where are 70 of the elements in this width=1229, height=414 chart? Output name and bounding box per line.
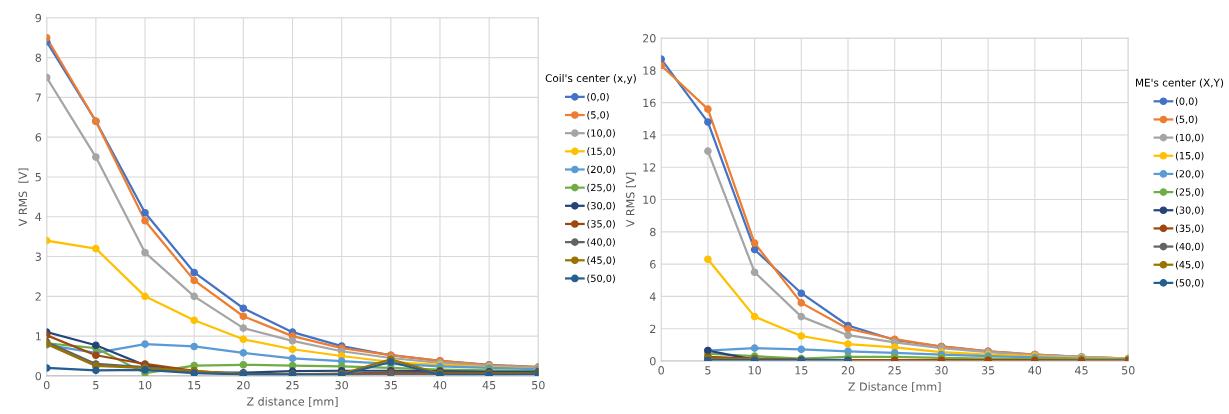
x-tick-label: 20 — [841, 366, 855, 375]
x-tick-label: 50 — [1122, 366, 1135, 375]
x-tick-label: 15 — [795, 366, 808, 375]
legend-title: ME's center (X,Y) — [1136, 78, 1224, 88]
legend-label: (20,0) — [1175, 169, 1204, 179]
y-tick-label: 2 — [35, 292, 41, 301]
x-tick-label: 0 — [658, 366, 664, 375]
legend-label: (5,0) — [1175, 115, 1198, 125]
y-tick-label: 14 — [643, 131, 656, 140]
legend-label: (15,0) — [587, 147, 615, 157]
y-tick-label: 16 — [643, 98, 656, 108]
y-tick-label: 6 — [35, 133, 42, 142]
x-tick-label: 30 — [935, 366, 948, 375]
legend-label: (0,0) — [587, 92, 609, 102]
y-tick-label: 3 — [35, 252, 41, 261]
y-tick-label: 8 — [35, 53, 42, 62]
x-tick-label: 5 — [705, 366, 711, 375]
legend-label: (15,0) — [1175, 151, 1204, 161]
legend-label: (35,0) — [1175, 224, 1204, 234]
legend-label: (40,0) — [1175, 242, 1204, 252]
x-tick-label: 45 — [1074, 366, 1088, 375]
legend-label: (5,0) — [587, 111, 609, 120]
legend-label: (30,0) — [1175, 206, 1204, 215]
y-tick-label: 10 — [643, 195, 656, 204]
y-tick-label: 6 — [650, 260, 656, 269]
x-tick-label: 25 — [286, 380, 299, 390]
legend-label: (10,0) — [1175, 133, 1204, 143]
legend-label: (0,0) — [1175, 97, 1198, 106]
y-tick-label: 12 — [643, 163, 656, 172]
legend-title: Coil's center (x,y) — [545, 74, 636, 85]
y-tick-label: 18 — [643, 66, 656, 75]
y-tick-label: 1 — [35, 332, 41, 341]
y-axis-title: V RMS [V] — [625, 172, 636, 228]
y-tick-label: 4 — [649, 292, 656, 301]
x-tick-label: 25 — [888, 366, 901, 375]
x-tick-label: 40 — [1028, 366, 1042, 375]
legend-label: (25,0) — [587, 183, 615, 193]
y-tick-label: 7 — [35, 93, 41, 102]
legend-label: (45,0) — [1175, 260, 1204, 270]
legend-label: (35,0) — [587, 219, 615, 229]
x-tick-label: 35 — [384, 380, 397, 390]
x-tick-label: 5 — [93, 381, 99, 390]
y-tick-label: 0 — [650, 356, 656, 366]
y-tick-label: 8 — [650, 227, 656, 237]
x-tick-label: 0 — [43, 380, 50, 390]
x-axis-title: Z Distance [mm] — [848, 382, 941, 393]
legend-label: (40,0) — [587, 238, 615, 247]
x-tick-label: 15 — [188, 381, 201, 390]
x-tick-label: 30 — [335, 380, 348, 390]
legend-label: (50,0) — [587, 274, 615, 284]
y-axis-title: V RMS [V] — [18, 168, 29, 227]
x-tick-label: 40 — [433, 380, 447, 390]
x-tick-label: 10 — [748, 366, 761, 375]
y-tick-label: 9 — [35, 13, 42, 23]
legend-label: (30,0) — [587, 201, 615, 211]
y-tick-label: 4 — [35, 212, 42, 221]
legend-label: (10,0) — [587, 129, 615, 138]
x-tick-label: 45 — [482, 381, 496, 390]
legend-label: (45,0) — [587, 256, 615, 265]
y-tick-label: 20 — [643, 34, 656, 43]
x-tick-label: 10 — [139, 380, 152, 390]
legend-label: (25,0) — [1175, 188, 1204, 197]
x-tick-label: 20 — [237, 380, 250, 390]
x-axis-title: Z distance [mm] — [246, 397, 338, 407]
x-tick-label: 50 — [532, 380, 545, 390]
x-tick-label: 35 — [981, 366, 995, 375]
legend-label: (20,0) — [587, 165, 615, 175]
y-tick-label: 2 — [650, 324, 656, 333]
y-tick-label: 5 — [35, 173, 41, 182]
legend-label: (50,0) — [1175, 278, 1204, 288]
